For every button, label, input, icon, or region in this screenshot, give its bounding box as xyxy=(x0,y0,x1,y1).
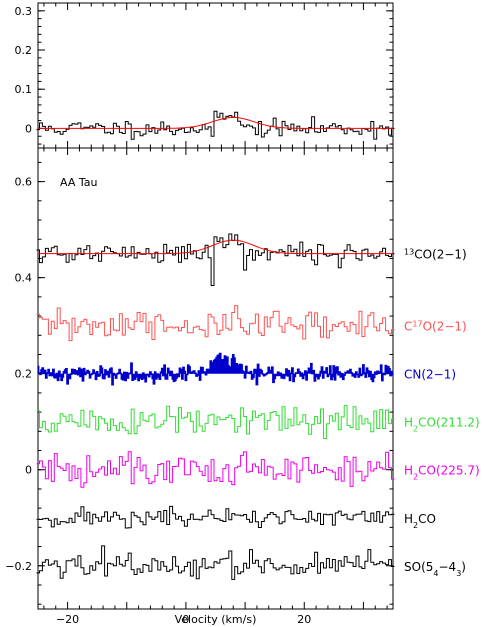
spectrum-fill xyxy=(37,353,394,385)
y-tick-label: 0.6 xyxy=(15,176,33,189)
series-label-part: H xyxy=(404,416,413,430)
series-label: H2CO(225.7) xyxy=(404,464,480,482)
target-label: AA Tau xyxy=(60,176,97,189)
x-axis-label: Velocity (km/s) xyxy=(175,613,257,626)
series-label-part: 3 xyxy=(456,568,461,577)
x-tick-label: 20 xyxy=(297,613,311,626)
spectrum-series: C17O(2−1) xyxy=(36,305,467,342)
series-label-part: CO(2−1) xyxy=(414,248,467,262)
series-label: SO(54−43) xyxy=(404,560,466,578)
series-label-part: O(2−1) xyxy=(423,320,467,334)
spectrum-series: H2CO(211.2) xyxy=(36,405,480,439)
y-tick-label: 0.2 xyxy=(15,368,33,381)
series-label-part: −4 xyxy=(438,560,456,574)
series-label-part: 2 xyxy=(413,424,418,433)
series-label-part: SO(5 xyxy=(404,560,433,574)
series-label-part: 17 xyxy=(412,319,422,328)
x-tick-label: 0 xyxy=(182,613,189,626)
series-label: H2CO(211.2) xyxy=(404,416,480,434)
y-tick-label: 0.1 xyxy=(15,83,33,96)
x-tick-label: −20 xyxy=(56,613,79,626)
spectrum-line xyxy=(36,110,395,140)
y-tick-label: 0.2 xyxy=(15,44,33,57)
fit-curve xyxy=(38,116,393,129)
spectrum-series: H2CO(225.7) xyxy=(36,451,480,488)
spectrum-series: CN(2−1) xyxy=(37,352,456,386)
spectrum-line xyxy=(36,451,395,488)
y-tick-label: 0 xyxy=(25,122,32,135)
spectrum-series: SO(54−43) xyxy=(36,545,466,580)
fit-curve xyxy=(38,239,393,255)
series-label-part: CO(225.7) xyxy=(418,464,480,478)
series-label-part: CO(211.2) xyxy=(418,416,480,430)
spectrum-line xyxy=(36,505,395,529)
spectrum-line xyxy=(36,305,395,342)
y-tick-label: 0 xyxy=(25,464,32,477)
spectrum-line xyxy=(36,233,395,286)
y-tick-label: 0.4 xyxy=(15,272,33,285)
y-tick-label: 0.3 xyxy=(15,5,33,18)
series-label-part: H xyxy=(404,464,413,478)
series-label-part: CO xyxy=(418,512,436,526)
series-label-part: CN(2−1) xyxy=(404,368,456,382)
plot-frame xyxy=(37,147,394,610)
spectrum-line xyxy=(36,405,395,439)
bottom-panel: −0.2 0 0.2 0.4 0.6 −20 0 20 Velocity (km/s) AA Ta… xyxy=(5,147,480,626)
series-label-part: C xyxy=(404,320,412,334)
series-label-part: 2 xyxy=(413,520,418,529)
series-label-part: ) xyxy=(461,560,466,574)
series-label-part: 2 xyxy=(413,472,418,481)
series-label: 13CO(2−1) xyxy=(404,247,467,262)
spectrum-series: H2CO xyxy=(36,505,436,530)
spectrum-line xyxy=(36,545,395,580)
spectrum-series: 13CO(2−1) xyxy=(36,233,467,286)
top-panel: 0 0.1 0.2 0.3 xyxy=(15,2,395,149)
series-label: C17O(2−1) xyxy=(404,319,467,334)
series-label-part: 4 xyxy=(433,568,438,577)
series-label: H2CO xyxy=(404,512,436,530)
y-tick-label: −0.2 xyxy=(5,560,32,573)
series-label-part: 13 xyxy=(404,247,414,256)
series-label-part: H xyxy=(404,512,413,526)
series-label: CN(2−1) xyxy=(404,368,456,382)
